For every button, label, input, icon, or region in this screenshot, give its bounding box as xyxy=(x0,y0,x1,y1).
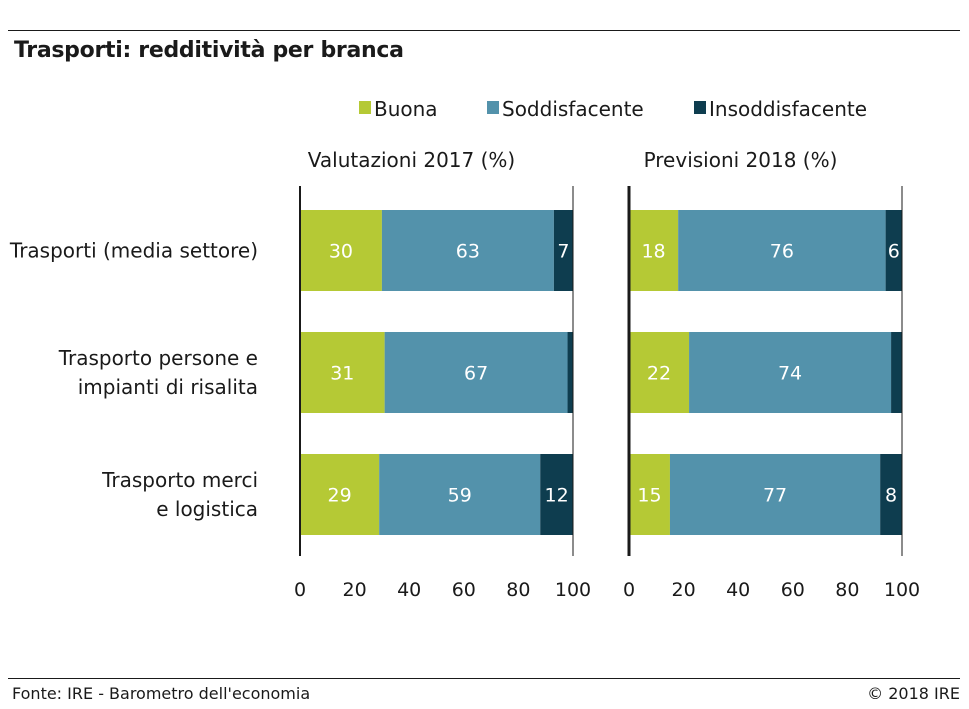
bar-buona xyxy=(300,210,382,291)
x-tick-label: 60 xyxy=(781,579,805,601)
legend-swatch-insoddisfacente xyxy=(694,101,706,114)
bar-buona xyxy=(629,454,670,535)
legend-label-soddisfacente: Soddisfacente xyxy=(502,97,644,121)
data-label: 76 xyxy=(770,241,794,263)
x-tick-label: 100 xyxy=(555,579,591,601)
x-tick-label: 0 xyxy=(294,579,306,601)
panel-title: Previsioni 2018 (%) xyxy=(644,148,838,172)
data-label: 63 xyxy=(456,241,480,263)
x-tick-label: 80 xyxy=(835,579,859,601)
bar-insoddisfacente xyxy=(553,210,573,291)
bar-soddisfacente xyxy=(678,210,886,291)
x-tick-label: 60 xyxy=(452,579,476,601)
data-label: 8 xyxy=(885,485,897,507)
bar-insoddisfacente xyxy=(891,332,902,413)
data-label: 29 xyxy=(327,485,351,507)
data-label: 7 xyxy=(557,241,569,263)
bar-soddisfacente xyxy=(689,332,892,413)
bar-insoddisfacente xyxy=(885,210,902,291)
bar-soddisfacente xyxy=(669,454,881,535)
bar-soddisfacente xyxy=(384,332,568,413)
x-tick-label: 40 xyxy=(726,579,750,601)
x-tick-label: 20 xyxy=(672,579,696,601)
footer-source: Fonte: IRE - Barometro dell'economia xyxy=(12,684,311,703)
chart-title: Trasporti: redditività per branca xyxy=(14,38,404,63)
bar-insoddisfacente xyxy=(880,454,902,535)
bar-buona xyxy=(300,454,380,535)
category-label: Trasporto merci xyxy=(101,468,258,492)
data-label: 59 xyxy=(448,485,472,507)
x-tick-label: 20 xyxy=(343,579,367,601)
panel-title: Valutazioni 2017 (%) xyxy=(308,148,515,172)
category-label: e logistica xyxy=(156,497,258,521)
data-label: 67 xyxy=(464,363,488,385)
bar-soddisfacente xyxy=(379,454,541,535)
bar-insoddisfacente xyxy=(567,332,573,413)
bar-insoddisfacente xyxy=(540,454,573,535)
legend-swatch-soddisfacente xyxy=(487,101,499,114)
x-tick-label: 40 xyxy=(397,579,421,601)
x-tick-label: 100 xyxy=(884,579,920,601)
data-label: 22 xyxy=(647,363,671,385)
footer-copyright: © 2018 IRE xyxy=(867,684,960,703)
x-tick-label: 80 xyxy=(506,579,530,601)
bottom-rule xyxy=(8,678,960,679)
top-rule xyxy=(8,30,960,31)
legend-label-insoddisfacente: Insoddisfacente xyxy=(709,97,867,121)
data-label: 12 xyxy=(545,485,569,507)
data-label: 74 xyxy=(778,363,802,385)
bar-soddisfacente xyxy=(381,210,554,291)
x-tick-label: 0 xyxy=(623,579,635,601)
bar-buona xyxy=(629,210,679,291)
category-label: impianti di risalita xyxy=(78,375,258,399)
legend-label-buona: Buona xyxy=(374,97,438,121)
data-label: 31 xyxy=(330,363,354,385)
bar-buona xyxy=(629,332,690,413)
data-label: 18 xyxy=(641,241,665,263)
category-label: Trasporti (media settore) xyxy=(9,239,258,263)
data-label: 77 xyxy=(763,485,787,507)
legend-swatch-buona xyxy=(359,101,371,114)
category-label: Trasporto persone e xyxy=(58,346,258,370)
data-label: 6 xyxy=(888,241,900,263)
bar-buona xyxy=(300,332,385,413)
data-label: 15 xyxy=(637,485,661,507)
data-label: 30 xyxy=(329,241,353,263)
